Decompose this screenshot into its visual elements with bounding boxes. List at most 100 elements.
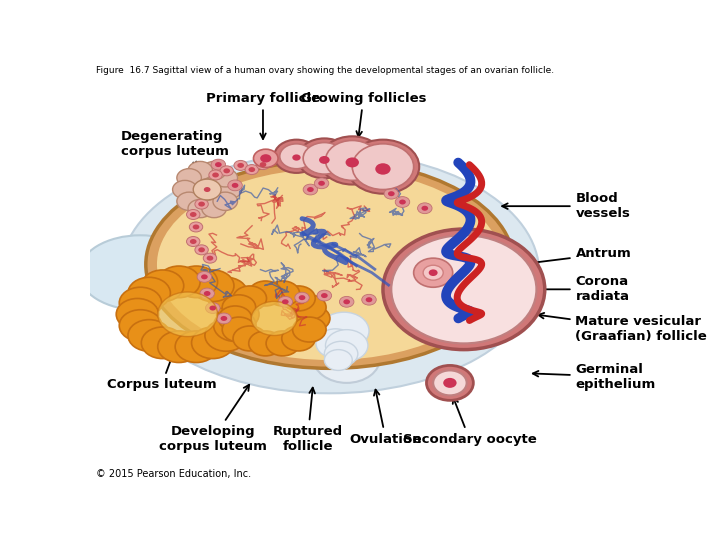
Ellipse shape (157, 168, 503, 360)
Circle shape (395, 197, 410, 207)
Circle shape (366, 297, 372, 302)
Circle shape (282, 326, 315, 351)
Circle shape (324, 349, 352, 370)
Circle shape (423, 265, 444, 280)
Circle shape (282, 286, 315, 311)
Text: Antrum: Antrum (524, 247, 631, 266)
Text: Corpus luteum: Corpus luteum (107, 342, 217, 392)
Circle shape (213, 168, 238, 187)
Circle shape (190, 239, 197, 244)
Text: Secondary oocyte: Secondary oocyte (402, 398, 536, 446)
Circle shape (186, 210, 200, 219)
Circle shape (278, 296, 292, 307)
Circle shape (392, 235, 536, 343)
Circle shape (195, 199, 208, 209)
Circle shape (315, 178, 329, 188)
Circle shape (217, 180, 242, 199)
Circle shape (204, 291, 210, 296)
Circle shape (248, 281, 282, 306)
Circle shape (361, 294, 377, 305)
Circle shape (292, 317, 326, 342)
Circle shape (220, 316, 228, 321)
Circle shape (198, 201, 205, 207)
Circle shape (198, 247, 205, 252)
Text: Mature vesicular
(Graafian) follicle: Mature vesicular (Graafian) follicle (539, 313, 707, 343)
Circle shape (428, 269, 438, 276)
Circle shape (192, 270, 234, 301)
Circle shape (189, 222, 203, 232)
Circle shape (158, 331, 200, 362)
Circle shape (292, 295, 326, 320)
Circle shape (222, 295, 256, 320)
Text: Primary follicle: Primary follicle (206, 92, 320, 139)
Ellipse shape (313, 333, 380, 383)
Ellipse shape (79, 235, 202, 310)
Circle shape (346, 158, 359, 167)
Circle shape (303, 184, 318, 195)
Circle shape (318, 181, 325, 186)
Circle shape (128, 278, 171, 309)
Circle shape (317, 290, 332, 301)
Circle shape (266, 331, 300, 356)
Circle shape (324, 341, 358, 366)
Circle shape (120, 287, 162, 319)
Circle shape (188, 199, 212, 218)
Circle shape (280, 144, 313, 168)
Circle shape (218, 306, 252, 331)
Circle shape (444, 378, 456, 388)
Text: Developing
corpus luteum: Developing corpus luteum (159, 385, 266, 453)
Circle shape (188, 161, 212, 180)
Circle shape (214, 287, 256, 319)
Circle shape (303, 143, 346, 174)
Circle shape (220, 166, 233, 176)
Circle shape (158, 292, 217, 336)
Text: Germinal
epithelium: Germinal epithelium (533, 363, 656, 390)
Ellipse shape (145, 160, 514, 368)
Circle shape (388, 191, 395, 196)
Text: Ruptured
follicle: Ruptured follicle (273, 388, 343, 453)
Circle shape (321, 293, 328, 298)
Circle shape (212, 172, 219, 178)
Circle shape (347, 140, 419, 194)
Circle shape (299, 295, 305, 300)
Circle shape (297, 306, 330, 331)
Circle shape (175, 266, 217, 298)
Circle shape (175, 331, 217, 362)
Circle shape (205, 320, 248, 351)
Circle shape (234, 160, 248, 171)
Circle shape (294, 292, 310, 303)
Text: Figure  16.7 Sagittal view of a human ovary showing the developmental stages of : Figure 16.7 Sagittal view of a human ova… (96, 66, 554, 75)
Circle shape (248, 331, 282, 356)
Circle shape (217, 313, 231, 324)
Text: Blood
vessels: Blood vessels (502, 192, 630, 220)
Text: Ovulation: Ovulation (349, 390, 422, 446)
Circle shape (200, 288, 215, 299)
Circle shape (201, 274, 208, 279)
Circle shape (260, 162, 266, 167)
Circle shape (195, 245, 208, 255)
Circle shape (418, 203, 432, 214)
Circle shape (203, 253, 217, 263)
Circle shape (413, 258, 453, 287)
Circle shape (266, 281, 300, 306)
Circle shape (426, 366, 473, 400)
Circle shape (319, 156, 330, 164)
Circle shape (325, 329, 368, 361)
Circle shape (325, 140, 379, 180)
Ellipse shape (121, 152, 539, 393)
Circle shape (202, 161, 226, 180)
Circle shape (204, 187, 210, 192)
Circle shape (433, 370, 467, 395)
Circle shape (141, 327, 184, 359)
Circle shape (141, 270, 184, 301)
Circle shape (383, 229, 545, 349)
Circle shape (256, 160, 270, 170)
Circle shape (193, 225, 199, 230)
Circle shape (316, 329, 355, 358)
Circle shape (238, 163, 244, 168)
Circle shape (207, 255, 213, 261)
Circle shape (205, 302, 220, 313)
Circle shape (223, 168, 230, 173)
Circle shape (186, 237, 200, 246)
Circle shape (214, 310, 256, 341)
